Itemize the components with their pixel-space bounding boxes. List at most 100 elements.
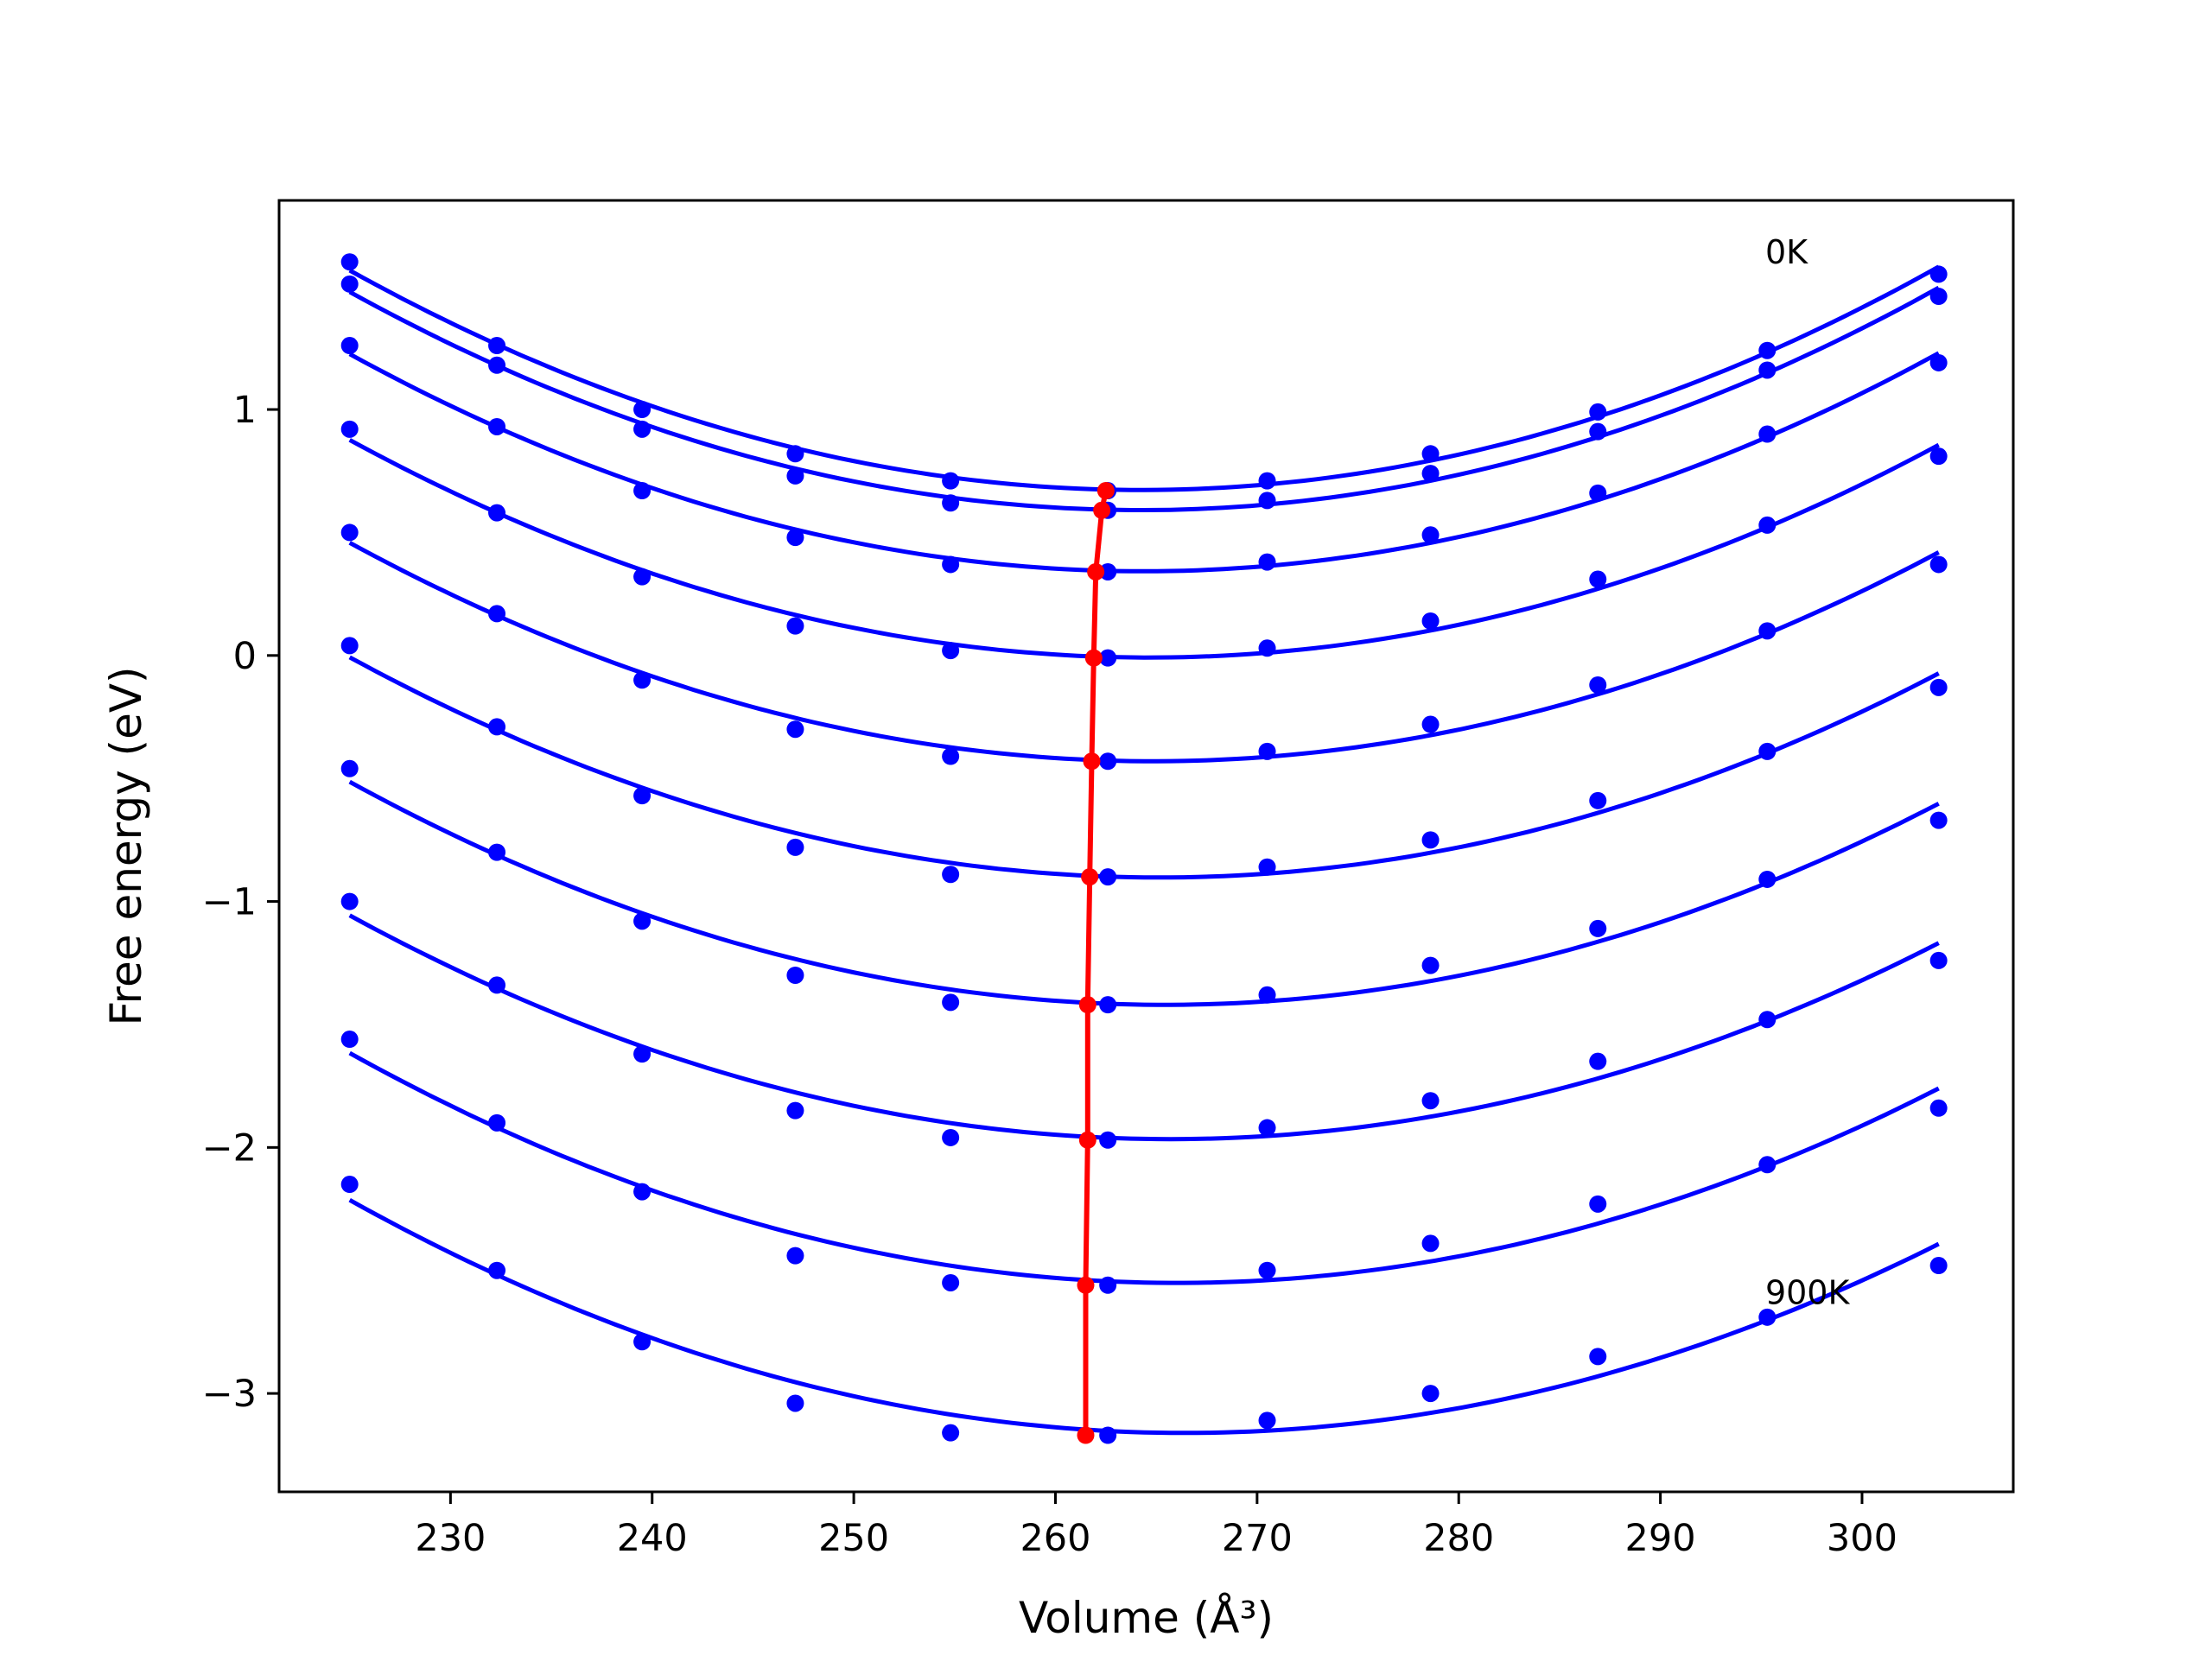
series-3-point-4 [942, 642, 960, 660]
series-4-point-2 [633, 671, 652, 689]
series-2-point-3 [786, 529, 804, 547]
x-tick-label-230: 230 [415, 1517, 486, 1560]
series-3-fit-curve [348, 438, 1940, 660]
series-1-point-3 [786, 466, 804, 485]
minimum-point-0 [1096, 482, 1115, 500]
series-5-point-10 [1929, 678, 1948, 696]
series-4-point-1 [488, 605, 506, 623]
series-4-point-4 [942, 747, 960, 765]
series-1-point-6 [1258, 492, 1276, 510]
series-5-point-8 [1589, 791, 1607, 809]
series-9-point-8 [1589, 1348, 1607, 1366]
series-7-point-10 [1929, 951, 1948, 969]
series-8-point-8 [1589, 1195, 1607, 1213]
series-4-fit-curve [348, 541, 1940, 764]
series-1-point-8 [1589, 422, 1607, 441]
series-4-point-7 [1421, 715, 1440, 733]
series-0-point-10 [1929, 265, 1948, 283]
series-3-point-2 [633, 568, 652, 586]
series-7-point-6 [1258, 1119, 1276, 1137]
series-3-point-5 [1099, 649, 1117, 667]
series-7-point-1 [488, 976, 506, 994]
series-0-point-2 [633, 401, 652, 419]
series-9-point-10 [1929, 1257, 1948, 1275]
series-0-point-7 [1421, 445, 1440, 463]
series-5-point-7 [1421, 831, 1440, 849]
series-5-fit-curve [348, 655, 1940, 880]
series-5-point-6 [1258, 858, 1276, 876]
series-1-point-10 [1929, 288, 1948, 306]
series-8-point-1 [488, 1113, 506, 1132]
series-1-fit-curve [348, 285, 1940, 512]
series-1-point-4 [942, 494, 960, 512]
x-ticks: 230 240 250 260 270 280 290 300 [415, 1492, 1897, 1560]
series-4-point-5 [1099, 752, 1117, 771]
series-group [340, 253, 1948, 1444]
series-7-fit-curve [348, 913, 1940, 1142]
annotation-0k: 0K [1765, 233, 1808, 271]
y-tick-label--3: −3 [202, 1373, 257, 1416]
y-tick-label--1: −1 [202, 881, 257, 924]
x-tick-label-290: 290 [1625, 1517, 1696, 1560]
series-9-point-5 [1099, 1426, 1117, 1444]
series-6-point-3 [786, 967, 804, 984]
y-ticks: −3 −2 −1 0 1 [202, 389, 279, 1416]
series-8-point-0 [340, 1031, 359, 1049]
x-tick-label-280: 280 [1423, 1517, 1494, 1560]
series-7-point-0 [340, 892, 359, 910]
x-tick-label-240: 240 [617, 1517, 688, 1560]
series-4-point-8 [1589, 676, 1607, 694]
series-7-point-3 [786, 1101, 804, 1120]
series-4-point-3 [786, 720, 804, 739]
axes-frame [277, 199, 2015, 1494]
series-9-point-4 [942, 1424, 960, 1442]
minimum-point-7 [1078, 1131, 1096, 1149]
series-0-point-9 [1758, 341, 1777, 359]
series-5-point-3 [786, 838, 804, 856]
series-2-point-4 [942, 555, 960, 574]
x-tick-label-270: 270 [1222, 1517, 1293, 1560]
series-9-point-3 [786, 1394, 804, 1412]
series-4-point-0 [340, 523, 359, 542]
minimum-point-6 [1078, 996, 1096, 1014]
series-3-point-7 [1421, 612, 1440, 630]
series-6-point-2 [633, 912, 652, 930]
minimum-point-9 [1077, 1426, 1095, 1444]
minimum-point-8 [1077, 1276, 1095, 1294]
series-8-point-3 [786, 1246, 804, 1265]
series-0-point-6 [1258, 472, 1276, 490]
series-7-point-7 [1421, 1092, 1440, 1110]
series-2-point-2 [633, 482, 652, 500]
series-5-point-1 [488, 718, 506, 736]
series-7-point-4 [942, 1128, 960, 1146]
y-tick-label--2: −2 [202, 1126, 257, 1170]
minimum-volume-line [1083, 490, 1109, 1436]
series-6-point-0 [340, 759, 359, 777]
series-3-point-1 [488, 504, 506, 522]
minimum-point-4 [1083, 752, 1101, 771]
series-0-point-8 [1589, 403, 1607, 421]
series-8-point-10 [1929, 1099, 1948, 1117]
series-5-point-2 [633, 787, 652, 805]
series-2-point-7 [1421, 526, 1440, 544]
series-3-point-8 [1589, 570, 1607, 588]
series-4-point-9 [1758, 622, 1777, 640]
x-axis-label: Volume (Å³) [1019, 1593, 1274, 1643]
series-7-point-5 [1099, 1131, 1117, 1149]
series-5-point-4 [942, 866, 960, 884]
series-6-point-5 [1099, 996, 1117, 1014]
series-1-point-9 [1758, 361, 1777, 379]
series-8-point-5 [1099, 1276, 1117, 1294]
y-tick-label-0: 0 [233, 635, 257, 678]
y-axis-label: Free energy (eV) [101, 666, 151, 1025]
series-0-fit-curve [348, 264, 1940, 492]
series-6-point-8 [1589, 919, 1607, 937]
series-2-point-9 [1758, 425, 1777, 443]
series-5-point-0 [340, 637, 359, 655]
series-2-point-10 [1929, 353, 1948, 371]
annotation-900k: 900K [1765, 1273, 1851, 1311]
series-4-point-6 [1258, 742, 1276, 760]
x-tick-label-260: 260 [1020, 1517, 1090, 1560]
series-6-fit-curve [348, 779, 1940, 1007]
